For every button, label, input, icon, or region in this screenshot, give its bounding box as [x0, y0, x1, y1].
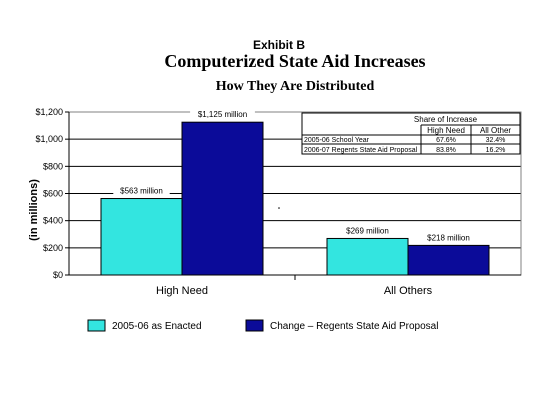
data-label: $269 million	[346, 226, 389, 235]
table-cell: 32.4%	[486, 137, 506, 144]
exhibit-label: Exhibit B	[252, 38, 305, 52]
stray-dot	[278, 207, 280, 209]
data-label-bg	[113, 185, 170, 196]
share-of-increase-table: Share of Increase High Need All Other 2005-…	[301, 112, 521, 155]
y-tick-label: $1,000	[35, 134, 63, 144]
y-tick-label: $200	[43, 243, 63, 253]
bar	[407, 244, 490, 276]
table-cell: 16.2%	[486, 147, 506, 154]
table-row-label: 2005-06 School Year	[304, 137, 370, 144]
legend: 2005-06 as Enacted Change – Regents State…	[87, 319, 438, 332]
y-tick-label: $400	[43, 216, 63, 226]
data-label-bg	[420, 232, 477, 243]
table-column-header: High Need	[427, 126, 465, 135]
data-label-bg	[190, 109, 255, 120]
data-labels: $563 million $1,125 million $269 million $2…	[113, 109, 477, 243]
y-tick-label: $1,200	[35, 107, 63, 117]
x-category-label: All Others	[384, 285, 433, 297]
table-column-header: All Other	[480, 126, 511, 135]
table-row-label: 2006-07 Regents State Aid Proposal	[304, 147, 418, 154]
x-axis-categories: High Need All Others	[156, 275, 433, 297]
legend-label: Change – Regents State Aid Proposal	[270, 321, 438, 332]
bar	[181, 121, 264, 276]
x-category-label: High Need	[156, 285, 208, 297]
table-cell: 67.6%	[436, 137, 456, 144]
bars	[100, 121, 490, 276]
legend-label: 2005-06 as Enacted	[112, 321, 202, 332]
table-cell: 83.8%	[436, 147, 456, 154]
data-label: $563 million	[120, 187, 163, 196]
chart-title: Computerized State Aid Increases	[164, 51, 426, 71]
y-axis-label: (in millions)	[28, 179, 40, 241]
y-tick-label: $600	[43, 189, 63, 199]
legend-swatch	[245, 319, 264, 332]
table-title: Share of Increase	[414, 115, 478, 124]
data-label-bg	[339, 225, 396, 236]
table-frame	[301, 112, 521, 155]
bar	[326, 237, 409, 276]
bar	[100, 198, 183, 276]
y-tick-label: $0	[53, 270, 63, 280]
y-axis-ticks: $0 $200 $400 $600 $800 $1,000 $1,200	[35, 107, 69, 280]
data-label: $1,125 million	[198, 110, 247, 119]
data-label: $218 million	[427, 233, 470, 242]
y-tick-label: $800	[43, 161, 63, 171]
legend-swatch	[87, 319, 106, 332]
chart-subtitle: How They Are Distributed	[215, 79, 375, 94]
